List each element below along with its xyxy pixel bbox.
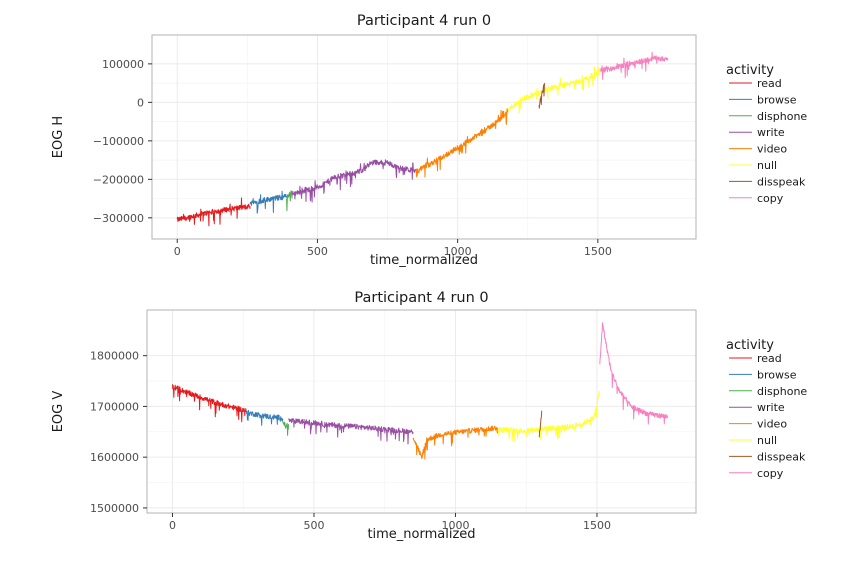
- y-tick-label: −100000: [93, 135, 144, 148]
- legend-label-write: write: [757, 126, 785, 139]
- y-tick-label: 1600000: [90, 451, 139, 464]
- series-line-browse: [245, 409, 284, 426]
- legend-label-read: read: [757, 77, 782, 90]
- series-line-disphone: [282, 421, 289, 436]
- series-line-disphone: [286, 190, 293, 212]
- legend-label-disspeak: disspeak: [757, 175, 806, 188]
- legend-label-video: video: [757, 143, 787, 156]
- x-tick-label: 0: [169, 519, 176, 532]
- x-axis-title: time_normalized: [370, 253, 478, 268]
- series-line-write: [291, 159, 417, 203]
- series-line-disspeak: [538, 83, 546, 109]
- y-tick-label: 1800000: [90, 350, 139, 363]
- legend-label-disspeak: disspeak: [757, 450, 806, 463]
- y-tick-label: 1700000: [90, 400, 139, 413]
- legend-label-read: read: [757, 352, 782, 365]
- series-line-write: [288, 418, 414, 445]
- x-tick-label: 1500: [583, 519, 611, 532]
- legend-label-browse: browse: [757, 93, 797, 106]
- chart-title: Participant 4 run 0: [357, 13, 491, 29]
- series-line-null: [507, 66, 602, 114]
- series-line-video: [412, 425, 499, 460]
- y-tick-label: −300000: [93, 212, 144, 225]
- y-axis-title: EOG V: [51, 391, 66, 433]
- legend-label-disphone: disphone: [757, 110, 807, 123]
- legend-label-write: write: [757, 401, 785, 414]
- series-line-read: [176, 197, 251, 227]
- legend-label-null: null: [757, 434, 777, 447]
- series-line-copy: [600, 51, 669, 80]
- x-axis-title: time_normalized: [367, 527, 475, 542]
- y-tick-label: 0: [137, 96, 144, 109]
- series-line-video: [415, 108, 509, 178]
- legend-label-null: null: [757, 159, 777, 172]
- panel-border: [151, 34, 697, 240]
- y-tick-label: −200000: [93, 173, 144, 186]
- y-tick-label: 1500000: [90, 502, 139, 515]
- x-tick-label: 0: [174, 245, 181, 258]
- x-tick-label: 1000: [444, 245, 472, 258]
- top-chart: 0 500 1000 1500 100000 0 −100000 −200000 −300000…: [51, 13, 807, 268]
- x-tick-label: 500: [307, 245, 328, 258]
- y-axis-title: EOG H: [51, 116, 66, 158]
- legend-label-copy: copy: [757, 192, 784, 205]
- series-line-read: [172, 384, 247, 423]
- series-line-browse: [249, 190, 288, 214]
- x-tick-label: 500: [303, 519, 324, 532]
- chart-title: Participant 4 run 0: [354, 290, 488, 306]
- y-tick-label: 100000: [102, 58, 144, 71]
- panel-border: [146, 309, 697, 514]
- legend-label-copy: copy: [757, 467, 784, 480]
- legend-title: activity: [726, 338, 774, 353]
- legend-label-browse: browse: [757, 368, 797, 381]
- x-tick-label: 1500: [584, 245, 612, 258]
- series-line-null: [497, 390, 600, 442]
- series-line-disspeak: [538, 410, 543, 438]
- legend-title: activity: [726, 63, 774, 78]
- legend-label-video: video: [757, 418, 787, 431]
- bottom-chart: 0 500 1000 1500 1800000 1700000 1600000 1500000…: [51, 290, 807, 542]
- legend-label-disphone: disphone: [757, 385, 807, 398]
- series-line-copy: [599, 322, 669, 425]
- x-tick-label: 1000: [441, 519, 469, 532]
